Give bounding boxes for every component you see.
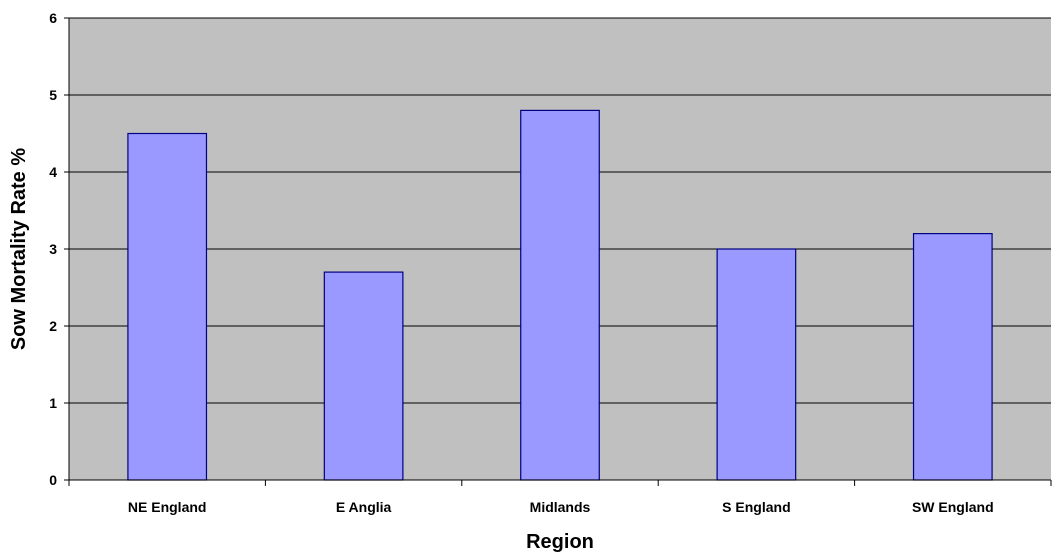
axes	[64, 17, 1052, 486]
y-tick-label: 0	[49, 472, 57, 488]
bar-s-england	[716, 248, 797, 481]
x-tick-label: S England	[722, 499, 790, 515]
bar-midlands	[520, 109, 600, 481]
bar-e-anglia	[323, 271, 404, 481]
x-tick-label: SW England	[912, 499, 994, 515]
y-tick-label: 5	[49, 87, 57, 103]
x-tick-label: NE England	[128, 499, 207, 515]
y-axis-title: Sow Mortality Rate %	[8, 148, 30, 350]
y-tick-label: 6	[49, 10, 57, 26]
bars	[127, 109, 993, 481]
bar-sw-england	[912, 233, 993, 481]
y-tick-label: 3	[49, 241, 57, 257]
tick-labels: 0 1 2 3 4 5 6 NE England E Anglia Midlands S Engla…	[49, 10, 993, 515]
bar-ne-england	[127, 132, 208, 481]
x-tick-label: E Anglia	[336, 499, 392, 515]
x-axis-title: Region	[526, 531, 594, 553]
y-tick-label: 2	[49, 318, 57, 334]
x-tick-label: Midlands	[530, 499, 591, 515]
y-tick-label: 1	[49, 395, 57, 411]
y-tick-label: 4	[49, 164, 57, 180]
